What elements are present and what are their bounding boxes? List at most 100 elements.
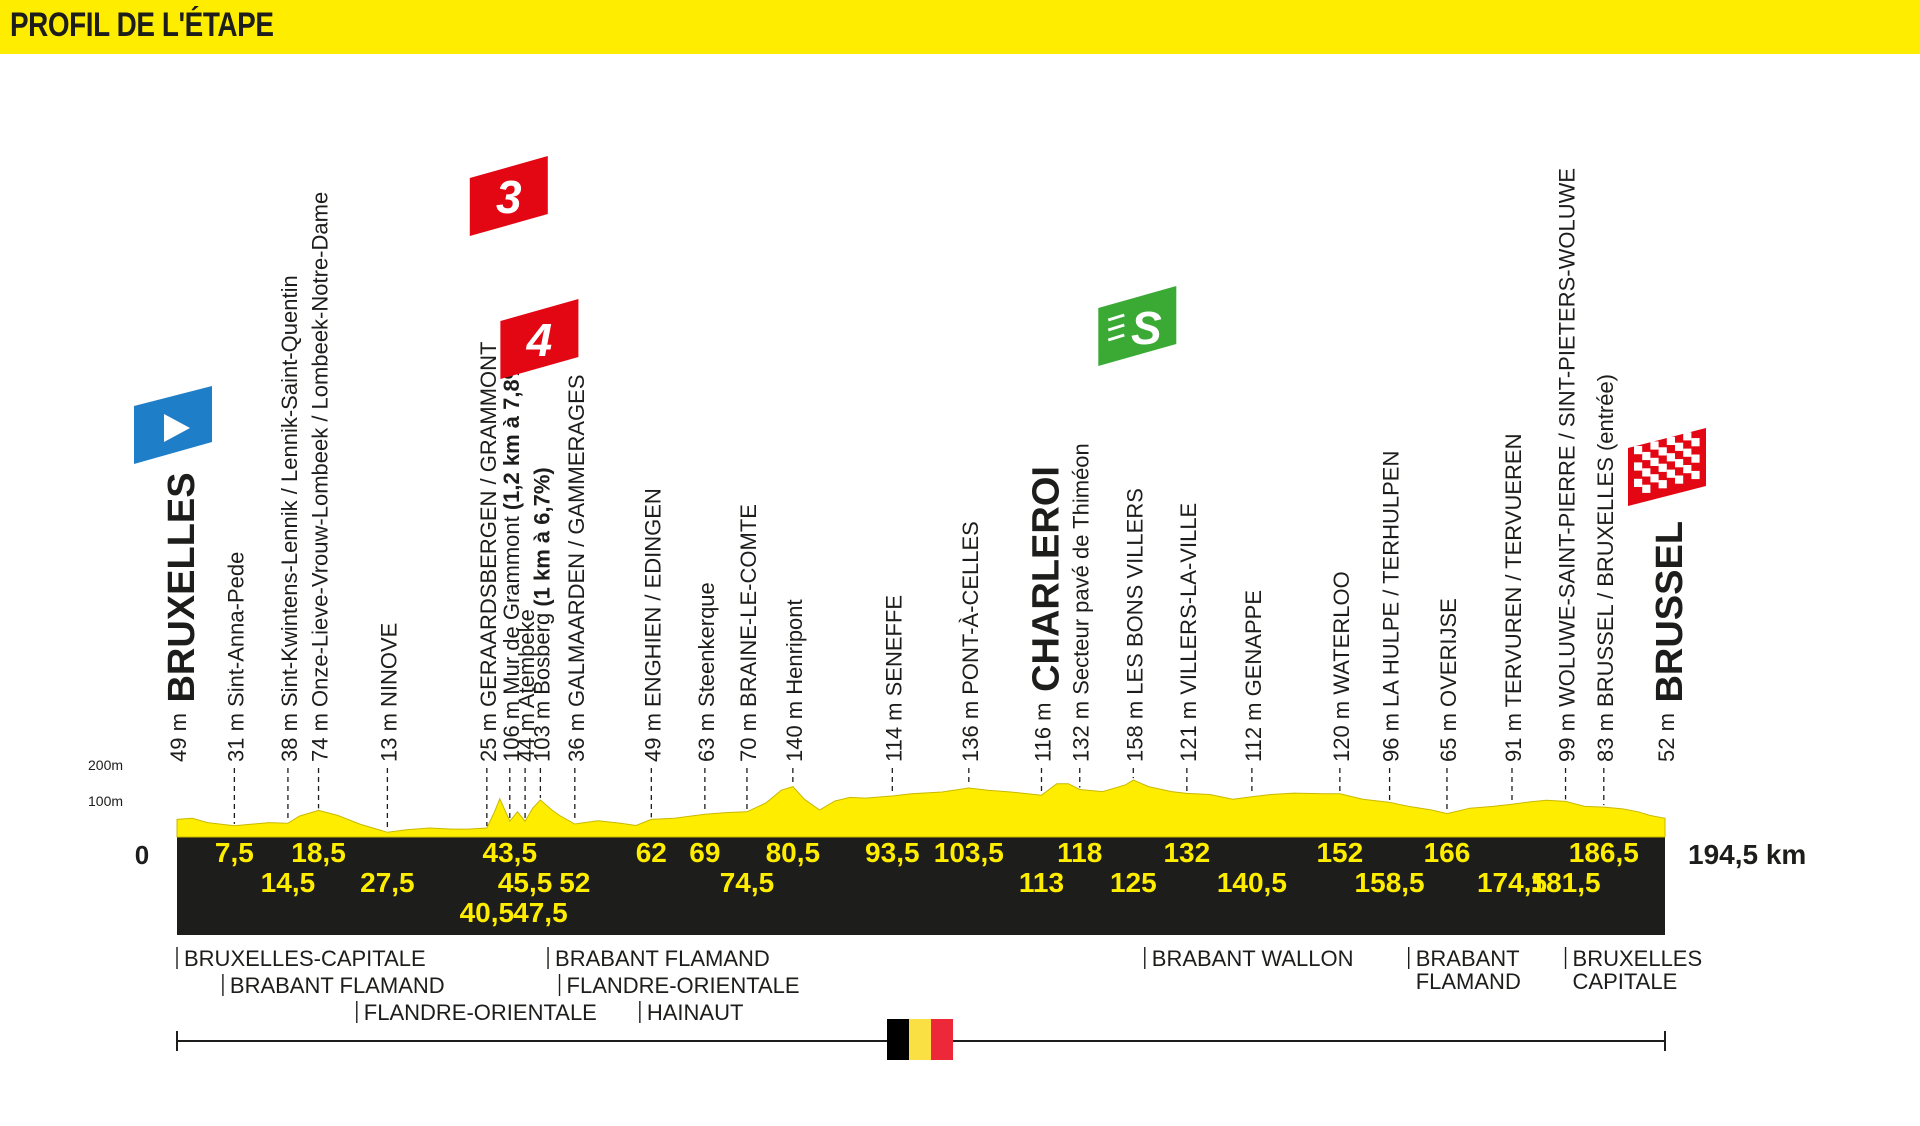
climb-category-flag: 3: [469, 156, 548, 236]
region-label: BRABANT FLAMAND: [555, 946, 770, 971]
climb-flag-shape: [500, 299, 579, 379]
waypoint-text: 52 m: [1654, 713, 1679, 762]
waypoint-text: 99 m WOLUWE-SAINT-PIERRE / SINT-PIETERS-…: [1555, 168, 1580, 762]
km-marker-label: 174,5: [1477, 867, 1547, 898]
belgium-flag-stripe: [909, 1019, 931, 1060]
km-marker-label: 140,5: [1217, 867, 1287, 898]
checker-square: [1675, 442, 1684, 451]
region-label: FLANDRE-ORIENTALE: [567, 973, 800, 998]
climb-flag-shape: [469, 156, 548, 236]
waypoint-text: 121 m VILLERS-LA-VILLE: [1176, 503, 1201, 762]
waypoint-label: 112 m GENAPPE: [1241, 590, 1266, 762]
waypoint-label: 25 m GERAARDSBERGEN / GRAMMONT: [476, 341, 501, 762]
belgium-flag-stripe: [887, 1019, 909, 1060]
km-marker-label: 186,5: [1569, 837, 1639, 868]
checker-square: [1642, 451, 1651, 461]
km-marker-label: 181,5: [1531, 867, 1601, 898]
region-label: BRUXELLES-CAPITALE: [184, 946, 426, 971]
checker-square: [1650, 457, 1659, 466]
sprint-speed-line: [1107, 323, 1125, 332]
checker-square: [1683, 432, 1692, 441]
checker-square: [1691, 470, 1700, 480]
waypoint-label: 44 m Atembeke: [514, 609, 539, 762]
climb-category-label: 3: [496, 171, 522, 223]
waypoint-label: 70 m BRAINE-LE-COMTE: [736, 504, 761, 762]
km-marker-label: 118: [1057, 837, 1102, 868]
km-marker-label: 40,5: [460, 897, 515, 928]
sprint-flag: S: [1098, 286, 1177, 366]
waypoint-label: 121 m VILLERS-LA-VILLE: [1176, 503, 1201, 762]
waypoint-label: 103 m Bosberg (1 km à 6,7%): [529, 467, 554, 762]
city-name: BRUXELLES: [161, 472, 203, 713]
y-tick-label: 100m: [88, 793, 123, 809]
waypoint-text: 63 m Steenkerque: [694, 582, 719, 762]
elevation-profile: [176, 779, 1666, 838]
waypoint-label: 65 m OVERIJSE: [1436, 598, 1461, 762]
checker-square: [1666, 436, 1675, 445]
km-marker-label: 52: [559, 867, 590, 898]
km-marker-label: 18,5: [291, 837, 346, 868]
waypoint-text: 13 m NINOVE: [376, 623, 401, 762]
waypoint-text: 44 m Atembeke: [514, 609, 539, 762]
waypoint-label: 49 m BRUXELLES: [161, 472, 203, 762]
waypoint-text: 158 m LES BONS VILLERS: [1122, 488, 1147, 762]
km-marker-label: 103,5: [934, 837, 1004, 868]
waypoint-text: 74 m Onze-Lieve-Vrouw-Lombeek / Lombeek-…: [308, 192, 333, 762]
waypoint-label: 36 m GALMAARDEN / GAMMERAGES: [564, 374, 589, 762]
waypoint-text: 36 m GALMAARDEN / GAMMERAGES: [564, 374, 589, 762]
waypoint-text: 132 m Secteur pavé de Thiméon: [1069, 443, 1094, 762]
checker-square: [1691, 438, 1700, 447]
checker-square: [1642, 484, 1651, 493]
km-marker-label: 45,5: [498, 867, 553, 898]
km-marker-label: 113: [1019, 867, 1064, 898]
km-marker-label: 69: [689, 837, 720, 868]
waypoint-text: 103 m Bosberg: [529, 613, 554, 762]
waypoint-label: 52 m BRUSSEL: [1649, 521, 1691, 762]
km-marker-label: 62: [636, 837, 667, 868]
waypoint-label: 99 m WOLUWE-SAINT-PIERRE / SINT-PIETERS-…: [1555, 168, 1580, 762]
region-label: FLANDRE-ORIENTALE: [364, 1000, 597, 1025]
waypoint-text: 70 m BRAINE-LE-COMTE: [736, 504, 761, 762]
waypoint-label: 114 m SENEFFE: [881, 595, 906, 762]
sprint-speed-line: [1107, 313, 1125, 322]
waypoint-text: 91 m TERVUREN / TERVUEREN: [1501, 434, 1526, 762]
checker-square: [1683, 465, 1692, 474]
waypoint-label: 116 m CHARLEROI: [1025, 466, 1067, 762]
y-tick-label: 200m: [88, 757, 123, 773]
region-label: CAPITALE: [1573, 969, 1678, 994]
waypoint-text: 136 m PONT-À-CELLES: [958, 521, 983, 762]
climb-category-flag: 4: [500, 299, 579, 379]
km-marker-label: 47,5: [513, 897, 568, 928]
waypoint-label: 13 m NINOVE: [376, 623, 401, 762]
checker-square: [1634, 478, 1643, 487]
belgium-flag-stripe: [931, 1019, 953, 1060]
waypoint-text: 25 m GERAARDSBERGEN / GRAMMONT: [476, 341, 501, 762]
checker-square: [1691, 454, 1700, 463]
play-icon: [164, 414, 190, 442]
checker-square: [1683, 448, 1692, 457]
checker-square: [1675, 459, 1684, 468]
waypoint-label: 96 m LA HULPE / TERHULPEN: [1379, 451, 1404, 762]
km-marker-label: 80,5: [766, 837, 821, 868]
waypoint-label: 140 m Henripont: [782, 599, 807, 762]
checker-square: [1666, 469, 1675, 478]
waypoint-text: 49 m ENGHIEN / EDINGEN: [640, 488, 665, 762]
climb-gradient-text: (1 km à 6,7%): [529, 467, 554, 613]
km-marker-label: 7,5: [215, 837, 254, 868]
sprint-speed-line: [1107, 333, 1125, 342]
waypoint-label: 106 m Mur de Grammont (1,2 km à 7,8%): [499, 352, 524, 762]
waypoint-label: 91 m TERVUREN / TERVUEREN: [1501, 434, 1526, 762]
region-label: BRABANT: [1416, 946, 1520, 971]
waypoint-label: 38 m Sint-Kwintens-Lennik / Lennik-Saint…: [277, 275, 302, 762]
waypoint-label: 158 m LES BONS VILLERS: [1122, 488, 1147, 762]
checker-square: [1642, 468, 1651, 477]
km-marker-label: 74,5: [720, 867, 775, 898]
waypoint-text: 116 m: [1030, 702, 1055, 762]
waypoint-label: 49 m ENGHIEN / EDINGEN: [640, 488, 665, 762]
waypoint-label: 83 m BRUSSEL / BRUXELLES (entrée): [1593, 374, 1618, 762]
climb-category-label: 4: [526, 314, 553, 366]
waypoint-text: 83 m BRUSSEL / BRUXELLES (entrée): [1593, 374, 1618, 762]
checker-square: [1650, 474, 1659, 483]
waypoint-text: 114 m SENEFFE: [881, 595, 906, 762]
waypoint-text: 120 m WATERLOO: [1329, 571, 1354, 762]
